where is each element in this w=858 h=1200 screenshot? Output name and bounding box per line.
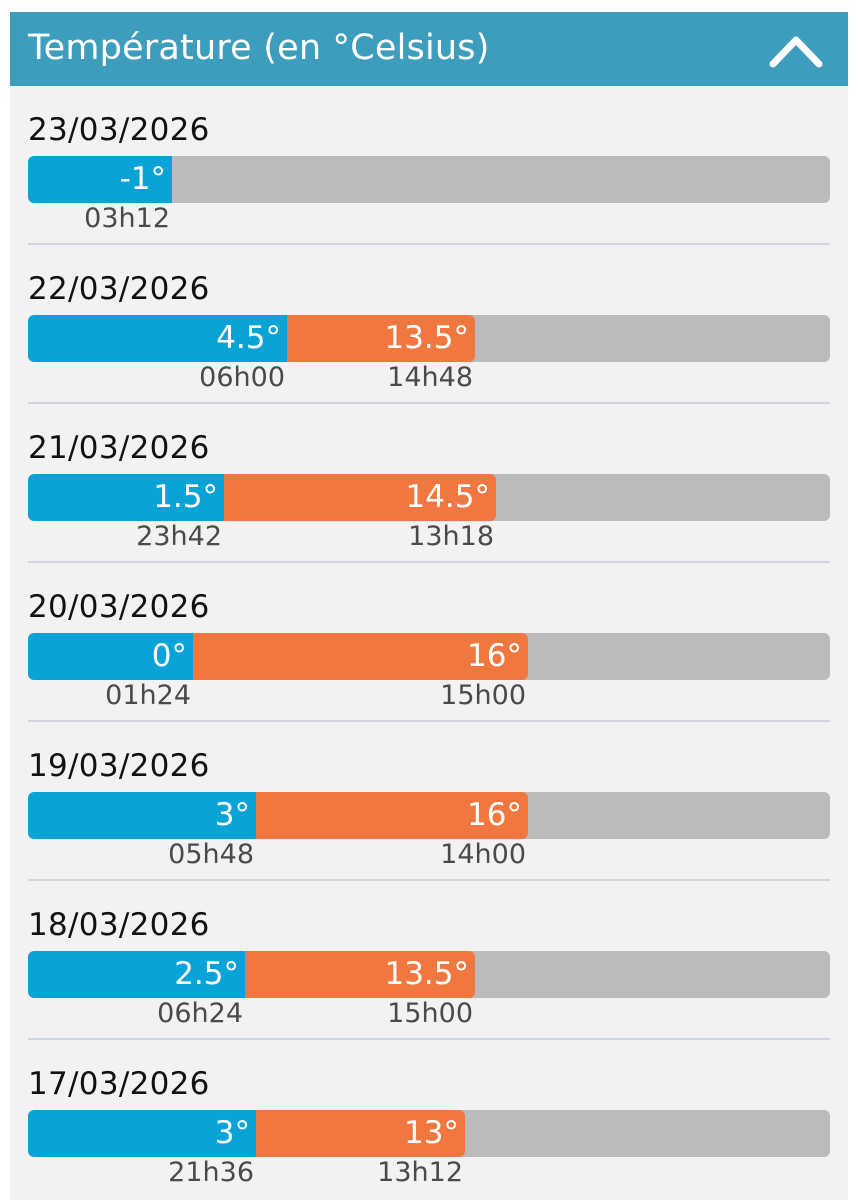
max-temperature-time: 15h00 <box>387 998 473 1029</box>
temperature-header[interactable]: Température (en °Celsius) <box>10 12 848 86</box>
row-divider <box>28 243 830 245</box>
min-temperature-time: 21h36 <box>168 1157 254 1188</box>
temperature-bar-track: 3° 13° <box>28 1110 830 1157</box>
min-temperature-time: 01h24 <box>105 680 191 711</box>
max-temperature-time: 13h18 <box>408 521 494 552</box>
day-row: 20/03/2026 0° 16° 01h24 15h00 <box>10 563 848 722</box>
max-temperature-bar: 14.5° <box>224 474 496 521</box>
min-temperature-time: 06h00 <box>199 362 285 393</box>
row-divider <box>28 879 830 881</box>
temperature-bar-track: 4.5° 13.5° <box>28 315 830 362</box>
min-temperature-bar: -1° <box>28 156 172 203</box>
day-date: 20/03/2026 <box>28 589 210 625</box>
row-divider <box>28 720 830 722</box>
day-row: 18/03/2026 2.5° 13.5° 06h24 15h00 <box>10 881 848 1040</box>
temperature-bar-track: 2.5° 13.5° <box>28 951 830 998</box>
max-temperature-time: 14h00 <box>440 839 526 870</box>
day-row: 19/03/2026 3° 16° 05h48 14h00 <box>10 722 848 881</box>
day-row: 17/03/2026 3° 13° 21h36 13h12 <box>10 1040 848 1199</box>
day-list: 23/03/2026 -1° 03h12 22/03/2026 4.5° 13.5° 06h… <box>10 86 848 1199</box>
day-row: 22/03/2026 4.5° 13.5° 06h00 14h48 <box>10 245 848 404</box>
row-divider <box>28 1038 830 1040</box>
min-temperature-bar: 3° <box>28 792 256 839</box>
min-temperature-time: 06h24 <box>157 998 243 1029</box>
min-temperature-bar: 1.5° <box>28 474 224 521</box>
day-date: 23/03/2026 <box>28 112 210 148</box>
day-date: 19/03/2026 <box>28 748 210 784</box>
min-temperature-bar: 4.5° <box>28 315 287 362</box>
min-temperature-bar: 2.5° <box>28 951 245 998</box>
row-divider <box>28 402 830 404</box>
min-temperature-bar: 0° <box>28 633 193 680</box>
max-temperature-time: 14h48 <box>387 362 473 393</box>
min-temperature-time: 23h42 <box>136 521 222 552</box>
temperature-panel: Température (en °Celsius) 23/03/2026 -1° 0… <box>10 12 848 1200</box>
chevron-up-icon[interactable] <box>768 26 824 72</box>
temperature-bar-track: 0° 16° <box>28 633 830 680</box>
max-temperature-bar: 13.5° <box>245 951 475 998</box>
day-date: 22/03/2026 <box>28 271 210 307</box>
temperature-bar-track: 1.5° 14.5° <box>28 474 830 521</box>
row-divider <box>28 561 830 563</box>
min-temperature-time: 05h48 <box>168 839 254 870</box>
day-date: 21/03/2026 <box>28 430 210 466</box>
day-date: 18/03/2026 <box>28 907 210 943</box>
max-temperature-bar: 16° <box>193 633 528 680</box>
temperature-bar-track: -1° <box>28 156 830 203</box>
max-temperature-time: 13h12 <box>377 1157 463 1188</box>
temperature-bar-track: 3° 16° <box>28 792 830 839</box>
day-row: 21/03/2026 1.5° 14.5° 23h42 13h18 <box>10 404 848 563</box>
max-temperature-bar: 13° <box>256 1110 465 1157</box>
max-temperature-time: 15h00 <box>440 680 526 711</box>
max-temperature-bar: 16° <box>256 792 528 839</box>
max-temperature-bar: 13.5° <box>287 315 475 362</box>
min-temperature-time: 03h12 <box>84 203 170 234</box>
day-date: 17/03/2026 <box>28 1066 210 1102</box>
panel-title: Température (en °Celsius) <box>28 28 490 68</box>
day-row: 23/03/2026 -1° 03h12 <box>10 86 848 245</box>
min-temperature-bar: 3° <box>28 1110 256 1157</box>
